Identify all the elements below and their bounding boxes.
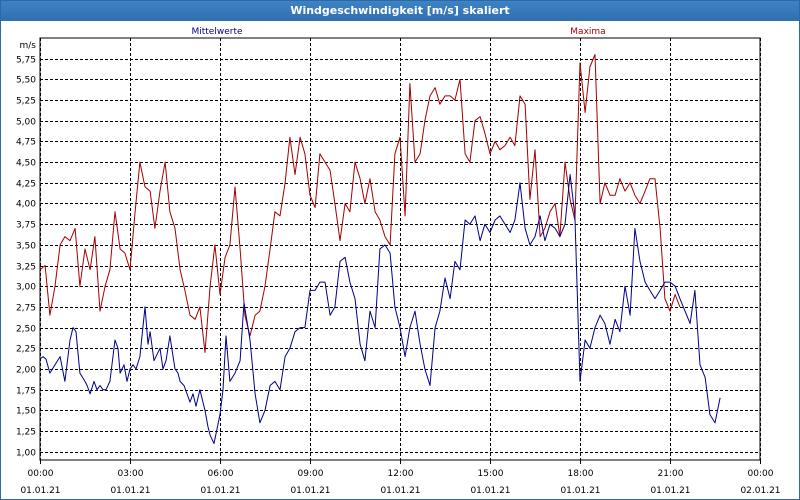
y-tick-label: 1,00	[16, 449, 36, 459]
x-tick-time: 00:00	[28, 469, 54, 479]
y-tick-label: 1,50	[16, 407, 36, 417]
y-tick-label: 4,50	[16, 159, 36, 169]
x-tick-date: 01.01.21	[650, 486, 690, 496]
y-tick-label: 3,75	[16, 221, 36, 231]
x-tick-date: 01.01.21	[560, 486, 600, 496]
y-tick-label: 3,50	[16, 242, 36, 252]
x-tick-time: 21:00	[658, 469, 684, 479]
x-tick-date: 01.01.21	[110, 486, 150, 496]
x-tick-date: 01.01.21	[20, 486, 60, 496]
x-tick-time: 06:00	[208, 469, 234, 479]
series-line-mittelwerte	[39, 174, 721, 444]
x-tick-time: 00:00	[748, 469, 774, 479]
y-tick-label: 4,25	[16, 180, 36, 190]
window-title: Windgeschwindigkeit [m/s] skaliert	[1, 1, 799, 21]
legend-mittelwerte: Mittelwerte	[191, 27, 242, 37]
x-tick-date: 01.01.21	[200, 486, 240, 496]
series-line-maxima	[39, 54, 681, 353]
x-tick-date: 01.01.21	[380, 486, 420, 496]
y-tick-label: 4,00	[16, 200, 36, 210]
x-tick-time: 15:00	[478, 469, 504, 479]
y-tick-label: 5,50	[16, 76, 36, 86]
y-tick-label: 5,25	[16, 97, 36, 107]
y-tick-label: 2,00	[16, 366, 36, 376]
y-tick-label: 2,25	[16, 345, 36, 355]
x-tick-time: 03:00	[118, 469, 144, 479]
y-axis-label: m/s	[20, 41, 37, 51]
x-tick-date: 01.01.21	[290, 486, 330, 496]
x-tick-time: 09:00	[298, 469, 324, 479]
y-tick-label: 1,25	[16, 428, 36, 438]
x-tick-date: 01.01.21	[470, 486, 510, 496]
y-tick-label: 2,50	[16, 325, 36, 335]
x-tick-date: 02.01.21	[740, 486, 780, 496]
x-tick-time: 12:00	[388, 469, 414, 479]
y-tick-label: 2,75	[16, 304, 36, 314]
y-tick-label: 3,25	[16, 263, 36, 273]
legend-maxima: Maxima	[570, 27, 605, 37]
y-tick-label: 4,75	[16, 138, 36, 148]
y-tick-label: 1,75	[16, 387, 36, 397]
y-tick-label: 3,00	[16, 283, 36, 293]
y-tick-label: 5,00	[16, 118, 36, 128]
y-tick-label: 5,75	[16, 56, 36, 66]
x-tick-time: 18:00	[568, 469, 594, 479]
